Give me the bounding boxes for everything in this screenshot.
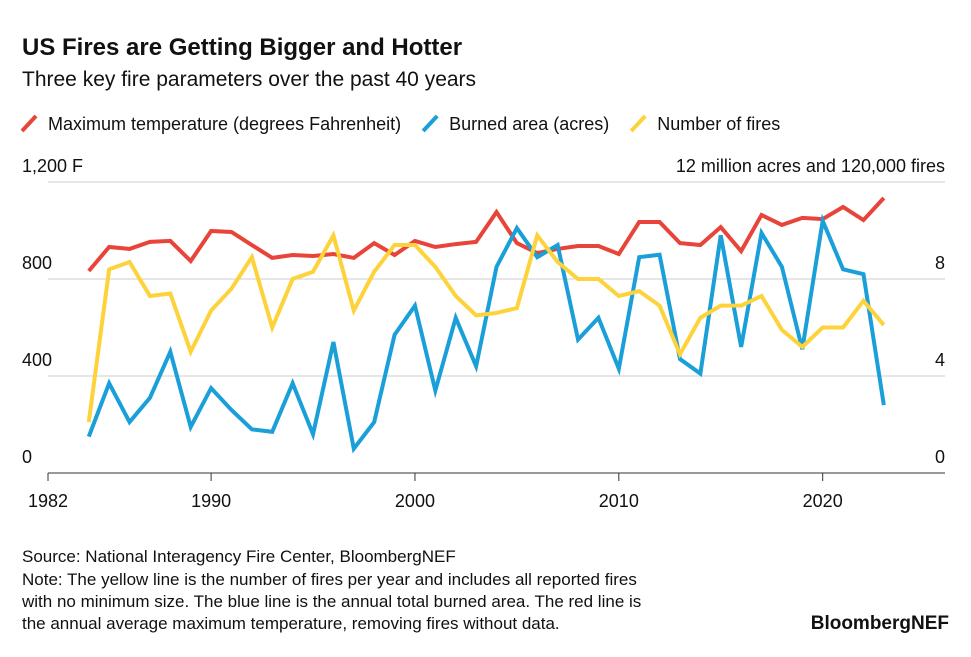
legend-label: Maximum temperature (degrees Fahrenheit) (48, 114, 401, 134)
note: Note: The yellow line is the number of f… (22, 570, 637, 589)
y-tick-label: 400 (22, 350, 52, 370)
chart-subtitle: Three key fire parameters over the past … (22, 68, 476, 91)
note: with no minimum size. The blue line is t… (21, 592, 641, 611)
legend-marker (421, 114, 439, 133)
brand: BloombergNEF (811, 613, 949, 634)
chart-title: US Fires are Getting Bigger and Hotter (22, 34, 462, 61)
x-tick-label: 1982 (28, 491, 68, 511)
source: Source: National Interagency Fire Center… (22, 547, 456, 566)
y2-tick-label: 8 (935, 253, 945, 273)
x-tick-label: 2010 (599, 491, 639, 511)
x-tick-label: 1990 (191, 491, 231, 511)
x-tick-label: 2000 (395, 491, 435, 511)
series-line (86, 230, 886, 423)
y-tick-label: 1,200 F (22, 156, 83, 176)
legend-marker (20, 114, 38, 133)
y2-tick-label: 12 million acres and 120,000 fires (676, 156, 945, 176)
legend-label: Burned area (acres) (449, 114, 609, 134)
series-line (87, 196, 886, 273)
legend-marker (629, 114, 647, 133)
note: the annual average maximum temperature, … (22, 614, 560, 633)
legend-label: Number of fires (657, 114, 780, 134)
series-line (86, 213, 886, 454)
y2-tick-label: 4 (935, 350, 945, 370)
y2-tick-label: 0 (935, 447, 945, 467)
y-tick-label: 800 (22, 253, 52, 273)
y-tick-label: 0 (22, 447, 32, 467)
x-tick-label: 2020 (803, 491, 843, 511)
